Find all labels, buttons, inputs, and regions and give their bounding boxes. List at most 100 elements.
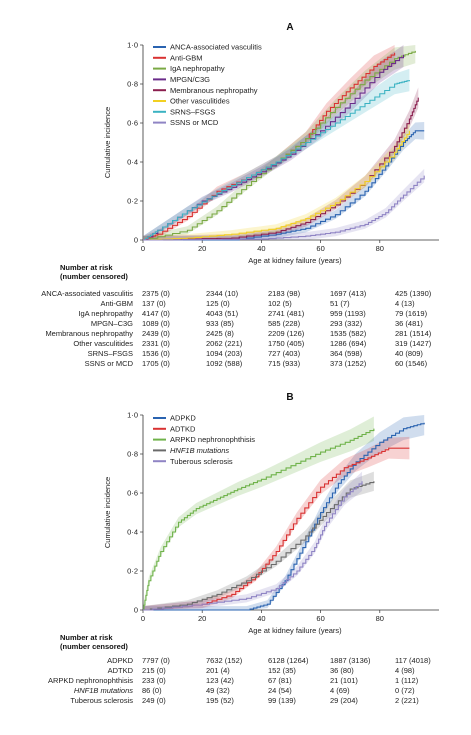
risk-row-label: HNF1B mutations xyxy=(74,686,133,695)
legend-label-anti-gbm: Anti-GBM xyxy=(170,53,203,62)
legend-label-ssns-or-mcd: SSNS or MCD xyxy=(170,118,219,127)
risk-cell: 7632 (152) xyxy=(206,656,243,665)
risk-row-label: ADTKD xyxy=(108,666,134,675)
y-tick-label: 0·2 xyxy=(127,567,138,576)
risk-cell: 281 (1514) xyxy=(395,329,432,338)
band-anti-gbm xyxy=(143,45,395,240)
x-tick-label: 40 xyxy=(257,614,265,623)
risk-row-label: ARPKD nephronophthisis xyxy=(48,676,133,685)
risk-cell: 1286 (694) xyxy=(330,339,367,348)
legend-label-arpkd-nephronophthisis: ARPKD nephronophthisis xyxy=(170,435,255,444)
y-tick-label: 1·0 xyxy=(127,411,138,420)
risk-row-label: Membranous nephropathy xyxy=(45,329,133,338)
risk-cell: 40 (809) xyxy=(395,349,423,358)
risk-cell: 117 (4018) xyxy=(395,656,431,665)
series-line-other-vasculitides xyxy=(143,130,410,241)
risk-cell: 24 (54) xyxy=(268,686,292,695)
risk-table: Number at risk(number censored) ANCA-asso… xyxy=(41,263,431,368)
legend-label-anca-associated-vasculitis: ANCA-associated vasculitis xyxy=(170,43,262,52)
risk-cell: 1535 (582) xyxy=(330,329,367,338)
risk-cell: 67 (81) xyxy=(268,676,292,685)
risk-cell: 4 (69) xyxy=(330,686,350,695)
series-line-adpkd xyxy=(143,422,425,611)
risk-cell: 1705 (0) xyxy=(142,359,170,368)
risk-cell: 99 (139) xyxy=(268,696,296,705)
legend-label-srns-fsgs: SRNS–FSGS xyxy=(170,107,215,116)
risk-cell: 933 (85) xyxy=(206,319,234,328)
risk-cell: 0 (72) xyxy=(395,686,415,695)
legend-label-membranous-nephropathy: Membranous nephropathy xyxy=(170,86,258,95)
risk-cell: 1887 (3136) xyxy=(330,656,371,665)
risk-table-title: Number at risk xyxy=(60,633,113,642)
risk-row-label: IgA nephropathy xyxy=(78,309,133,318)
risk-table-title: Number at risk xyxy=(60,263,113,272)
y-tick-label: 0·2 xyxy=(127,197,138,206)
x-tick-label: 0 xyxy=(141,244,145,253)
risk-cell: 2375 (0) xyxy=(142,289,170,298)
risk-row-label: ANCA-associated vasculitis xyxy=(41,289,133,298)
y-tick-label: 0·8 xyxy=(127,80,138,89)
x-tick-label: 20 xyxy=(198,614,206,623)
y-tick-label: 0·4 xyxy=(127,158,138,167)
series-lines xyxy=(143,50,425,241)
risk-cell: 373 (1252) xyxy=(330,359,367,368)
risk-table-subtitle: (number censored) xyxy=(60,272,128,281)
x-tick-label: 80 xyxy=(376,614,384,623)
x-tick-label: 40 xyxy=(257,244,265,253)
risk-table: Number at risk(number censored) ADPKD 7797… xyxy=(48,633,431,705)
band-adpkd xyxy=(143,415,425,610)
series-line-hnf1b-mutations xyxy=(143,481,375,611)
risk-cell: 60 (1546) xyxy=(395,359,428,368)
risk-cell: 7797 (0) xyxy=(142,656,170,665)
legend-label-hnf1b-mutations: HNF1B mutations xyxy=(170,446,229,455)
legend-label-tuberous-sclerosis: Tuberous sclerosis xyxy=(170,457,233,466)
x-tick-label: 60 xyxy=(316,244,324,253)
risk-cell: 21 (101) xyxy=(330,676,358,685)
x-axis-label: Age at kidney failure (years) xyxy=(248,256,342,265)
risk-cell: 1092 (588) xyxy=(206,359,243,368)
risk-cell: 125 (0) xyxy=(206,299,230,308)
risk-cell: 36 (481) xyxy=(395,319,423,328)
risk-cell: 4043 (51) xyxy=(206,309,239,318)
risk-cell: 4147 (0) xyxy=(142,309,170,318)
legend-label-other-vasculitides: Other vasculitides xyxy=(170,97,230,106)
risk-cell: 195 (52) xyxy=(206,696,234,705)
risk-cell: 2183 (98) xyxy=(268,289,301,298)
y-tick-label: 0·8 xyxy=(127,450,138,459)
risk-cell: 2425 (8) xyxy=(206,329,234,338)
risk-cell: 123 (42) xyxy=(206,676,234,685)
risk-row-label: Other vasculitides xyxy=(73,339,133,348)
series-line-srns-fsgs xyxy=(143,80,410,241)
risk-cell: 6128 (1264) xyxy=(268,656,309,665)
risk-cell: 2344 (10) xyxy=(206,289,239,298)
risk-cell: 715 (933) xyxy=(268,359,301,368)
series-line-adtkd xyxy=(143,447,410,611)
y-tick-label: 1·0 xyxy=(127,41,138,50)
risk-row-label: ADPKD xyxy=(107,656,133,665)
risk-cell: 2209 (126) xyxy=(268,329,305,338)
risk-cell: 137 (0) xyxy=(142,299,166,308)
panel-b: B 0 20 40 60 80 0 0·2 0·4 0·6 0·8 1·0 Age at kidney … xyxy=(48,392,439,705)
legend-label-adtkd: ADTKD xyxy=(170,424,196,433)
risk-cell: 319 (1427) xyxy=(395,339,432,348)
y-tick-label: 0·6 xyxy=(127,119,138,128)
risk-cell: 2331 (0) xyxy=(142,339,170,348)
y-axis-label: Cumulative incidence xyxy=(103,107,112,178)
risk-cell: 364 (598) xyxy=(330,349,363,358)
risk-cell: 1750 (405) xyxy=(268,339,305,348)
x-axis-label: Age at kidney failure (years) xyxy=(248,626,342,635)
x-tick-label: 0 xyxy=(141,614,145,623)
series-line-tuberous-sclerosis xyxy=(143,481,363,611)
risk-row-label: Tuberous sclerosis xyxy=(70,696,133,705)
risk-cell: 102 (5) xyxy=(268,299,292,308)
band-iga-nephropathy xyxy=(143,45,416,240)
band-hnf1b-mutations xyxy=(143,471,374,610)
risk-cell: 959 (1193) xyxy=(330,309,366,318)
risk-cell: 79 (1619) xyxy=(395,309,428,318)
series-line-ssns-or-mcd xyxy=(143,175,425,241)
risk-cell: 1 (112) xyxy=(395,676,419,685)
x-tick-label: 20 xyxy=(198,244,206,253)
risk-cell: 1536 (0) xyxy=(142,349,170,358)
